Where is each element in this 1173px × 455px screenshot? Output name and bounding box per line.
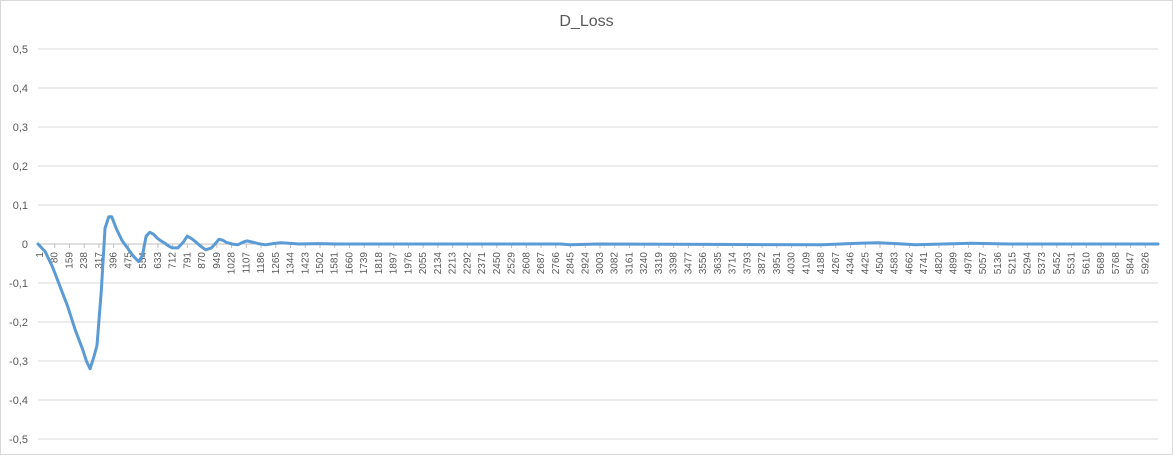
- x-tick-label: 4662: [904, 252, 915, 275]
- y-tick-label: -0,5: [9, 434, 28, 446]
- y-tick-label: 0,3: [13, 122, 28, 134]
- x-tick-label: 5847: [1126, 252, 1137, 275]
- x-tick-label: 159: [64, 252, 75, 269]
- x-tick-label: 3398: [669, 252, 680, 275]
- y-tick-label: 0,1: [13, 200, 28, 212]
- x-tick-label: 4820: [934, 252, 945, 275]
- x-tick-label: 4109: [801, 252, 812, 275]
- x-tick-label: 4346: [846, 252, 857, 275]
- x-tick-label: 633: [153, 252, 164, 269]
- x-tick-label: 4899: [949, 252, 960, 275]
- x-tick-label: 1: [35, 252, 46, 258]
- y-tick-label: 0: [22, 239, 28, 251]
- x-tick-label: 396: [109, 252, 120, 269]
- x-tick-label: 2687: [536, 252, 547, 275]
- x-tick-label: 3793: [742, 252, 753, 275]
- x-tick-label: 2450: [492, 252, 503, 275]
- x-tick-label: 4978: [963, 252, 974, 275]
- x-tick-label: 949: [212, 252, 223, 269]
- x-tick-label: 3951: [772, 252, 783, 275]
- x-tick-label: 475: [123, 252, 134, 269]
- x-tick-label: 791: [182, 252, 193, 269]
- y-tick-label: -0,3: [9, 356, 28, 368]
- x-tick-label: 1739: [359, 252, 370, 275]
- x-tick-label: 5136: [993, 252, 1004, 275]
- x-tick-label: 4583: [890, 252, 901, 275]
- x-tick-label: 3872: [757, 252, 768, 275]
- y-tick-label: 0,4: [13, 83, 28, 95]
- x-tick-label: 5373: [1037, 252, 1048, 275]
- x-tick-label: 1502: [315, 252, 326, 275]
- x-tick-label: 1818: [374, 252, 385, 275]
- x-tick-label: 238: [79, 252, 90, 269]
- x-tick-label: 5057: [978, 252, 989, 275]
- chart-title: D_Loss: [559, 13, 614, 30]
- y-tick-label: -0,2: [9, 317, 28, 329]
- x-tick-label: 80: [50, 252, 61, 264]
- x-tick-label: 1107: [241, 252, 252, 274]
- x-tick-label: 2529: [507, 252, 518, 275]
- x-tick-label: 2213: [448, 252, 459, 275]
- x-tick-label: 3319: [654, 252, 665, 275]
- x-tick-label: 5452: [1052, 252, 1063, 275]
- y-tick-label: -0,1: [9, 278, 28, 290]
- x-tick-label: 5215: [1008, 252, 1019, 275]
- x-tick-label: 1423: [300, 252, 311, 275]
- x-tick-label: 3082: [610, 252, 621, 275]
- x-tick-label: 1265: [271, 252, 282, 275]
- x-tick-label: 5689: [1096, 252, 1107, 275]
- x-tick-label: 2766: [551, 252, 562, 275]
- x-tick-label: 2924: [580, 252, 591, 275]
- x-tick-label: 5531: [1067, 252, 1078, 275]
- x-tick-label: 3003: [595, 252, 606, 275]
- x-tick-label: 317: [94, 252, 105, 269]
- x-tick-label: 3477: [683, 252, 694, 275]
- x-tick-label: 3714: [728, 252, 739, 275]
- x-tick-label: 5610: [1081, 252, 1092, 275]
- x-tick-label: 2371: [477, 252, 488, 275]
- x-tick-label: 2134: [433, 252, 444, 275]
- y-tick-label: 0,5: [13, 44, 28, 56]
- x-tick-label: 1344: [286, 252, 297, 275]
- x-tick-label: 1976: [403, 252, 414, 275]
- x-tick-label: 4504: [875, 252, 886, 275]
- x-tick-label: 3635: [713, 252, 724, 275]
- x-tick-label: 1186: [256, 252, 267, 274]
- x-tick-label: 712: [168, 252, 179, 269]
- x-tick-label: 870: [197, 252, 208, 269]
- x-tick-label: 1897: [389, 252, 400, 275]
- x-tick-label: 1581: [330, 252, 341, 275]
- x-tick-label: 3556: [698, 252, 709, 275]
- x-tick-label: 554: [138, 252, 149, 269]
- x-tick-label: 4741: [919, 252, 930, 275]
- x-tick-label: 1028: [227, 252, 238, 275]
- x-tick-label: 3161: [624, 252, 635, 275]
- x-tick-label: 2292: [462, 252, 473, 275]
- x-tick-label: 4188: [816, 252, 827, 275]
- x-tick-label: 4267: [831, 252, 842, 275]
- y-tick-label: -0,4: [9, 395, 28, 407]
- x-tick-label: 5768: [1111, 252, 1122, 275]
- x-tick-label: 5926: [1140, 252, 1151, 275]
- series-line: [36, 215, 1160, 371]
- x-tick-label: 4030: [787, 252, 798, 275]
- x-tick-label: 4425: [860, 252, 871, 275]
- x-tick-label: 2608: [521, 252, 532, 275]
- y-tick-label: 0,2: [13, 161, 28, 173]
- x-tick-label: 2845: [566, 252, 577, 275]
- x-tick-label: 1660: [344, 252, 355, 275]
- x-tick-label: 3240: [639, 252, 650, 275]
- x-tick-label: 5294: [1022, 252, 1033, 275]
- x-tick-label: 2055: [418, 252, 429, 275]
